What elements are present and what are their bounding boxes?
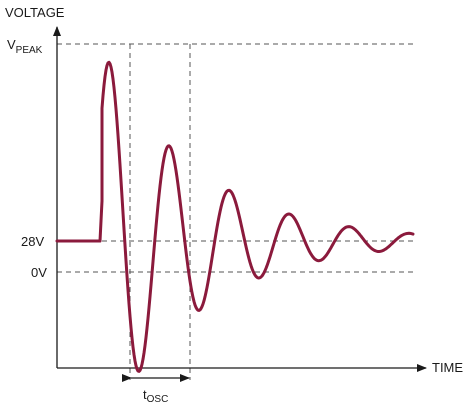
tosc-label: tOSC bbox=[143, 387, 168, 405]
28v-tick-label: 28V bbox=[21, 234, 44, 249]
0v-tick-label: 0V bbox=[31, 265, 47, 280]
reference-lines bbox=[57, 43, 415, 380]
y-axis-label: VOLTAGE bbox=[5, 5, 65, 20]
x-axis-label: TIME bbox=[432, 360, 463, 375]
vpeak-tick-label: VPEAK bbox=[7, 37, 43, 56]
voltage-waveform bbox=[55, 60, 415, 373]
